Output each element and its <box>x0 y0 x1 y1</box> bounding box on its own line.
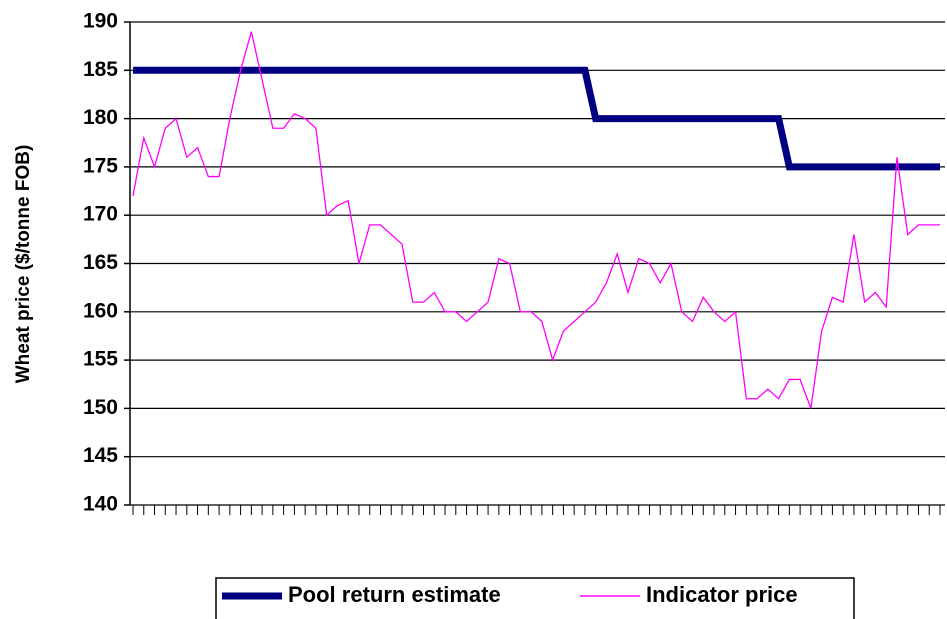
y-tick-label: 150 <box>83 396 118 419</box>
y-tick-label: 140 <box>83 493 118 516</box>
legend-box <box>215 577 855 619</box>
series-line <box>132 31 940 409</box>
y-tick-label: 185 <box>83 58 118 81</box>
y-tick-label: 175 <box>83 154 118 177</box>
y-tick-label: 180 <box>83 106 118 129</box>
y-tick-label: 160 <box>83 299 118 322</box>
y-tick-label: 165 <box>83 251 118 274</box>
legend-label: Indicator price <box>646 582 798 607</box>
legend-label: Pool return estimate <box>288 582 501 607</box>
series-line <box>133 66 940 171</box>
y-tick-label: 190 <box>83 10 118 33</box>
y-axis-title: Wheat price ($/tonne FOB) <box>13 145 34 384</box>
y-tick-label: 145 <box>83 444 118 467</box>
y-tick-label: 170 <box>83 203 118 226</box>
y-tick-label: 155 <box>83 348 118 371</box>
